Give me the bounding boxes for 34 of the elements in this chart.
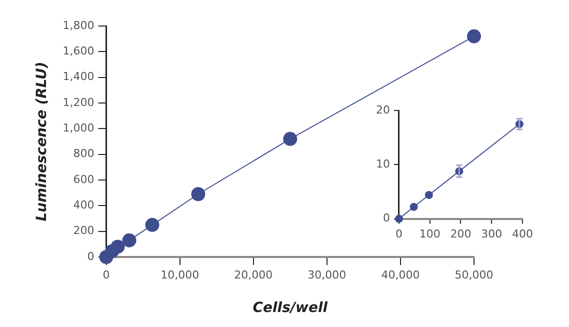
y-tick-label: 1,400	[62, 70, 94, 84]
y-tick-label: 10	[376, 158, 390, 171]
y-tick-label: 1,000	[62, 122, 94, 135]
y-tick-label: 0	[87, 250, 94, 263]
y-tick-label: 0	[382, 212, 390, 225]
point	[394, 214, 403, 223]
point	[467, 29, 481, 44]
x-tick-label: 300	[481, 227, 502, 240]
y-tick-label: 800	[73, 147, 94, 160]
x-axis-title: Cells/well	[252, 300, 328, 316]
point	[145, 218, 160, 232]
x-tick-label: 30,000	[308, 268, 346, 282]
x-tick-label: 0	[395, 227, 402, 240]
x-tick-label: 20,000	[234, 268, 273, 282]
y-tick-label: 400	[73, 198, 94, 212]
y-axis-title: Luminescence (RLU)	[34, 62, 50, 222]
x-tick-label: 10,000	[160, 268, 200, 282]
point	[110, 240, 125, 254]
x-tick-label: 0	[102, 268, 110, 282]
point	[424, 190, 433, 199]
x-tick-label: 40,000	[381, 268, 420, 282]
point	[122, 233, 136, 248]
y-tick-label: 20	[376, 103, 390, 116]
x-tick-label: 100	[419, 227, 440, 240]
y-tick-label: 1,800	[62, 18, 94, 32]
y-tick-label: 1,200	[62, 96, 94, 109]
point	[410, 202, 418, 211]
x-tick-label: 200	[450, 227, 472, 240]
x-tick-label: 400	[512, 227, 533, 240]
x-tick-label: 50,000	[454, 268, 494, 282]
point	[191, 187, 206, 202]
y-tick-label: 1,600	[62, 44, 94, 58]
y-tick-label: 600	[73, 172, 94, 186]
point	[283, 132, 298, 146]
